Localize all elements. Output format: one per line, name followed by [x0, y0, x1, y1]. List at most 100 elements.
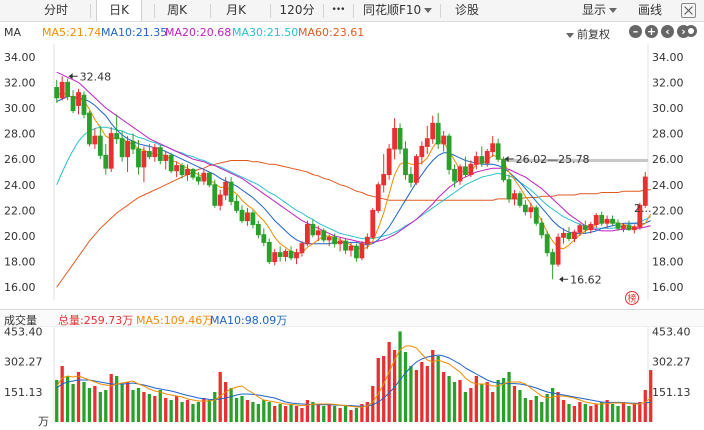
- candle-body: [631, 226, 637, 231]
- volume-bar: [561, 400, 566, 422]
- f10-label: 同花顺F10: [363, 3, 422, 17]
- close-icon[interactable]: [681, 3, 696, 18]
- back-arrow-icon[interactable]: ‹: [661, 25, 674, 38]
- candle-body: [457, 166, 463, 182]
- volume-bar: [234, 398, 239, 422]
- volume-bar: [174, 396, 179, 422]
- volume-bar: [316, 404, 320, 422]
- candle-body: [403, 148, 408, 176]
- draw-line-button[interactable]: 画线: [638, 3, 663, 17]
- more-periods-button[interactable]: •••: [331, 5, 346, 15]
- volume-bar: [578, 402, 582, 422]
- candle-body: [212, 184, 218, 206]
- volume-bar: [420, 362, 424, 422]
- volume-bar: [491, 392, 495, 422]
- chevron-down-icon: [609, 8, 618, 13]
- tab-divider: [154, 4, 155, 18]
- candle-body: [146, 151, 152, 158]
- diagnose-button[interactable]: 诊股: [455, 3, 480, 17]
- candle-body: [582, 225, 588, 231]
- candle-body: [250, 212, 256, 225]
- volume-bar: [556, 392, 560, 422]
- candle-body: [326, 236, 332, 241]
- candle-body: [544, 234, 550, 254]
- volume-bar: [583, 404, 587, 422]
- candle-body: [228, 181, 234, 202]
- volume-bar: [382, 356, 386, 422]
- candle-body: [375, 184, 381, 211]
- candle-body: [413, 156, 419, 183]
- tab-daily-k[interactable]: 日K: [96, 0, 142, 21]
- display-dropdown[interactable]: 显示: [582, 0, 618, 21]
- adjust-mode-dropdown[interactable]: 前复权: [566, 26, 610, 42]
- volume-bar: [169, 400, 173, 422]
- candle-body: [555, 236, 561, 265]
- price-axis-right-label: 16.00: [652, 281, 684, 294]
- display-label: 显示: [582, 3, 607, 17]
- tab-divider: [440, 4, 441, 18]
- volume-bar: [278, 404, 282, 422]
- price-axis-left-label: 18.00: [4, 256, 36, 269]
- candle-body: [446, 135, 452, 170]
- candle-body: [424, 138, 430, 147]
- candle-body: [332, 236, 338, 245]
- volume-bar: [213, 392, 217, 422]
- tab-divider: [323, 4, 324, 18]
- candle-body: [266, 241, 272, 263]
- candle-body: [168, 154, 174, 172]
- candle-body: [288, 250, 294, 259]
- ma20-value: MA20:20.68: [165, 26, 232, 39]
- price-annotation: 16.62: [559, 273, 602, 286]
- candle-body: [572, 231, 577, 240]
- price-axis-left-label: 16.00: [4, 281, 36, 294]
- volume-bar: [251, 402, 255, 422]
- resistance-band: [503, 158, 648, 163]
- volume-bar: [147, 394, 152, 422]
- volume-bar: [343, 406, 348, 422]
- f10-dropdown[interactable]: 同花顺F10: [363, 0, 433, 21]
- rank-badge: [625, 291, 639, 305]
- candle-body: [473, 156, 479, 165]
- zoom-out-icon[interactable]: –: [629, 25, 642, 38]
- candle-body: [201, 172, 207, 182]
- candle-body: [196, 176, 201, 182]
- tab-monthly-k[interactable]: 月K: [226, 3, 246, 17]
- volume-bar: [196, 402, 201, 422]
- volume-bar: [507, 372, 511, 422]
- volume-bar: [523, 398, 528, 422]
- volume-bar: [354, 408, 359, 422]
- price-axis-right-label: 20.00: [652, 230, 684, 243]
- volume-bar: [142, 392, 146, 422]
- candle-body: [343, 240, 348, 251]
- volume-bar: [529, 400, 533, 422]
- volume-bar: [627, 406, 631, 422]
- candle-body: [315, 230, 321, 236]
- candle-body: [277, 252, 283, 257]
- volume-bar: [610, 404, 615, 422]
- tab-120min[interactable]: 120分: [279, 3, 315, 17]
- volume-bar: [594, 404, 598, 422]
- zoom-in-icon[interactable]: +: [645, 25, 658, 38]
- tab-intraday[interactable]: 分时: [43, 3, 68, 17]
- volume-bar: [109, 374, 113, 422]
- tab-weekly-k[interactable]: 周K: [167, 3, 187, 17]
- volume-bar: [202, 398, 206, 422]
- volume-bar: [71, 384, 75, 422]
- annotation-label: 32.48: [80, 70, 112, 83]
- candle-body: [294, 252, 299, 259]
- volume-bar: [240, 396, 244, 422]
- candle-body: [179, 165, 185, 176]
- volume-bar: [605, 400, 609, 422]
- volume-bar: [283, 406, 288, 422]
- volume-bar: [82, 382, 86, 422]
- candle-body: [108, 133, 114, 169]
- candle-body: [65, 81, 71, 97]
- candle-body: [561, 232, 566, 238]
- price-settings-gear-icon[interactable]: [685, 25, 697, 37]
- price-axis-left-label: 30.00: [4, 102, 36, 115]
- price-axis-right-label: 34.00: [652, 51, 684, 64]
- candle-body: [479, 156, 485, 164]
- volume-bar: [392, 350, 397, 422]
